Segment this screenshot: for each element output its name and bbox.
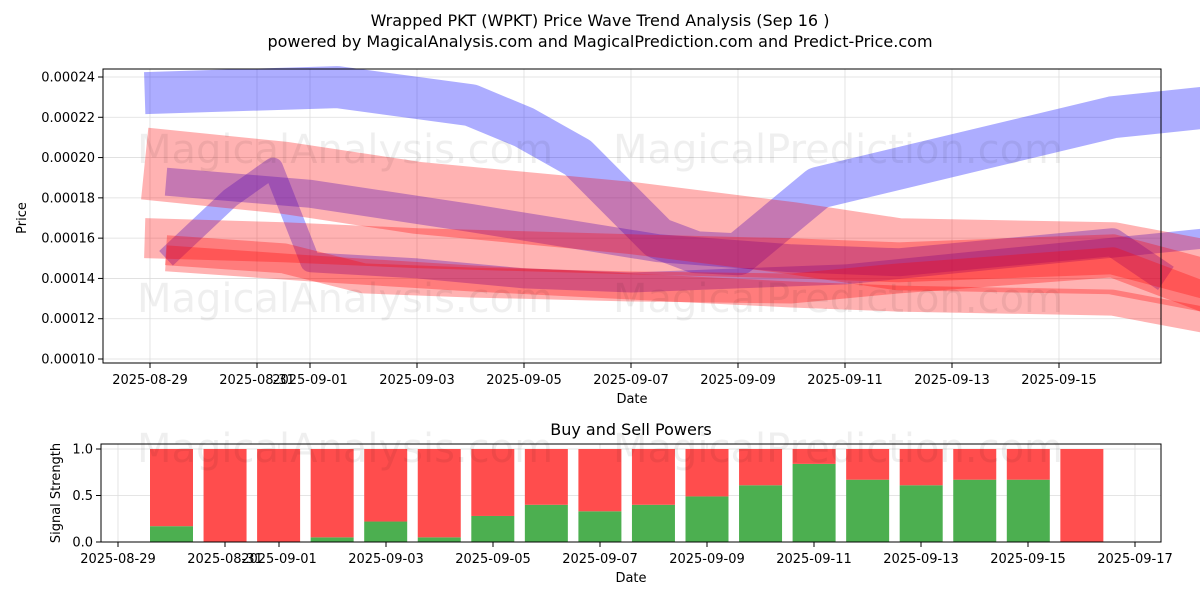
sell-bar-2025-09-16 (1060, 449, 1104, 542)
buy-bar-2025-09-06 (524, 504, 568, 542)
price-ylabel: Price (15, 202, 30, 234)
price-band-3 (141, 127, 1200, 312)
buy-bar-2025-09-02 (310, 537, 354, 542)
sell-bar-2025-08-31 (203, 449, 247, 542)
price-chart: MagicalAnalysis.com MagicalPrediction.co… (15, 66, 1200, 407)
price-wave-bands (141, 66, 1200, 333)
price-x-tick-label: 2025-09-11 (807, 373, 883, 388)
power-x-tick-label: 2025-08-29 (80, 552, 156, 567)
buy-bar-2025-09-14 (953, 479, 997, 542)
buy-bar-2025-09-07 (578, 511, 622, 542)
power-xlabel: Date (615, 571, 646, 586)
watermark-analysis-top: MagicalAnalysis.com (137, 127, 553, 173)
watermark-prediction-bottom: MagicalPrediction.com (613, 426, 1063, 472)
power-x-tick-label: 2025-09-15 (990, 552, 1066, 567)
price-x-tick-label: 2025-09-15 (1021, 373, 1097, 388)
price-y-tick-label: 0.00018 (41, 191, 95, 206)
price-x-tick-label: 2025-09-07 (593, 373, 669, 388)
price-y-tick-label: 0.00024 (41, 71, 95, 86)
buy-bar-2025-08-30 (150, 526, 193, 542)
buy-bar-2025-09-10 (739, 485, 783, 542)
price-x-tick-label: 2025-09-09 (700, 373, 776, 388)
price-band-6 (165, 245, 1200, 333)
power-x-tick-label: 2025-09-03 (348, 552, 424, 567)
sell-bar-2025-09-13 (899, 449, 943, 486)
power-title: Buy and Sell Powers (550, 420, 712, 439)
power-bars (150, 449, 1104, 542)
power-x-tick-label: 2025-08-31 (187, 552, 263, 567)
power-x-tick-label: 2025-09-01 (241, 552, 317, 567)
buy-bar-2025-09-11 (792, 463, 836, 542)
power-chart: Buy and Sell Powers MagicalAnalysis.com … (49, 420, 1173, 586)
sell-bar-2025-09-05 (471, 449, 515, 516)
top-grid (103, 69, 1161, 363)
watermark-analysis-mid: MagicalAnalysis.com (137, 276, 553, 322)
sell-bar-2025-08-30 (150, 449, 193, 527)
sell-bar-2025-09-03 (364, 449, 408, 522)
price-x-tick-label: 2025-08-29 (112, 373, 188, 388)
power-plot-frame (100, 443, 1162, 543)
sell-bar-2025-09-10 (739, 449, 783, 486)
sell-bar-2025-09-07 (578, 449, 622, 512)
buy-bar-2025-09-12 (846, 479, 890, 542)
power-x-tick-label: 2025-09-05 (455, 552, 531, 567)
price-y-tick-label: 0.00016 (41, 232, 95, 247)
buy-bar-2025-09-03 (364, 521, 408, 542)
sell-bar-2025-09-01 (257, 449, 301, 542)
sell-bar-2025-09-04 (417, 449, 461, 538)
price-x-tick-label: 2025-09-03 (379, 373, 455, 388)
chart-title: Wrapped PKT (WPKT) Price Wave Trend Anal… (371, 11, 830, 30)
price-band-5 (164, 235, 1200, 312)
chart-subtitle: powered by MagicalAnalysis.com and Magic… (267, 32, 932, 51)
sell-bar-2025-09-11 (792, 449, 836, 464)
sell-bar-2025-09-02 (310, 449, 354, 538)
buy-bar-2025-09-13 (899, 485, 943, 542)
sell-bar-2025-09-15 (1006, 449, 1050, 480)
power-x-tick-label: 2025-09-17 (1097, 552, 1173, 567)
price-y-tick-label: 0.00010 (41, 353, 95, 368)
price-x-tick-label: 2025-09-13 (914, 373, 990, 388)
buy-bar-2025-09-05 (471, 515, 515, 542)
power-y-tick-label: 1.0 (72, 443, 93, 458)
price-y-tick-label: 0.00020 (41, 151, 95, 166)
price-xlabel: Date (616, 392, 647, 407)
price-band-0 (144, 66, 1200, 276)
power-x-tick-label: 2025-09-11 (776, 552, 852, 567)
sell-bar-2025-09-14 (953, 449, 997, 480)
price-band-1 (159, 157, 1200, 293)
power-y-tick-label: 0.0 (72, 536, 93, 551)
price-x-tick-label: 2025-09-01 (272, 373, 348, 388)
power-x-tick-label: 2025-09-07 (562, 552, 638, 567)
watermark-prediction-top: MagicalPrediction.com (613, 127, 1063, 173)
price-y-tick-label: 0.00012 (41, 312, 95, 327)
price-x-tick-label: 2025-09-05 (486, 373, 562, 388)
watermark-prediction-mid: MagicalPrediction.com (613, 276, 1063, 322)
sell-bar-2025-09-09 (685, 449, 729, 497)
buy-bar-2025-09-09 (685, 496, 729, 542)
price-band-2 (164, 167, 1174, 290)
price-plot-frame (102, 68, 1162, 364)
power-x-tick-label: 2025-09-13 (883, 552, 959, 567)
buy-bar-2025-09-08 (631, 504, 675, 542)
buy-bar-2025-09-04 (417, 537, 461, 542)
power-x-tick-label: 2025-09-09 (669, 552, 745, 567)
sell-bar-2025-09-08 (631, 449, 675, 505)
sell-bar-2025-09-06 (524, 449, 568, 505)
power-y-tick-label: 0.5 (72, 489, 93, 504)
watermark-analysis-bottom: MagicalAnalysis.com (137, 426, 553, 472)
price-band-4 (144, 218, 1200, 299)
power-ylabel: Signal Strength (49, 443, 64, 543)
price-y-tick-label: 0.00022 (41, 111, 95, 126)
price-y-tick-label: 0.00014 (41, 272, 95, 287)
sell-bar-2025-09-12 (846, 449, 890, 480)
buy-bar-2025-09-15 (1006, 479, 1050, 542)
price-x-tick-label: 2025-08-31 (219, 373, 295, 388)
